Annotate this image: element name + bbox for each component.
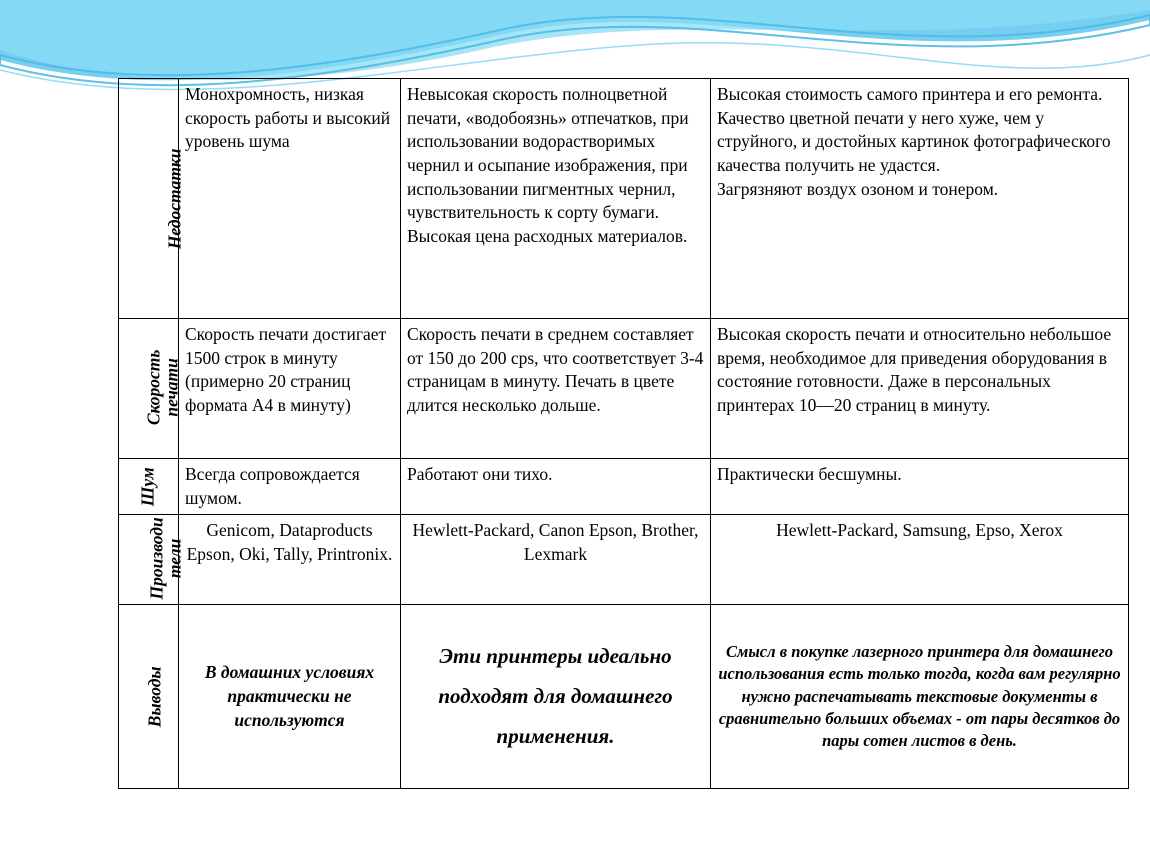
cell-makers-c1: Genicom, Dataproducts Epson, Oki, Tally,… [179,515,401,605]
cell-speed-c3: Высокая скорость печати и относительно н… [711,319,1129,459]
row-header-makers: Производители [119,515,179,605]
row-header-noise: Шум [119,459,179,515]
cell-noise-c2: Работают они тихо. [401,459,711,515]
cell-makers-c2: Hewlett-Packard, Canon Epson, Brother, L… [401,515,711,605]
row-header-label: Выводы [144,666,168,727]
table-row: Недостатки Монохромность, низкая скорост… [119,79,1129,319]
cell-speed-c1: Скорость печати достигает 1500 строк в м… [179,319,401,459]
comparison-table: Недостатки Монохромность, низкая скорост… [118,78,1129,789]
row-header-disadvantages: Недостатки [119,79,179,319]
cell-noise-c1: Всегда сопровождается шумом. [179,459,401,515]
row-header-conclusions: Выводы [119,605,179,789]
row-header-speed: Скоростьпечати [119,319,179,459]
cell-disadvantages-c3: Высокая стоимость самого принтера и его … [711,79,1129,319]
table-row: Скоростьпечати Скорость печати достигает… [119,319,1129,459]
cell-noise-c3: Практически бесшумны. [711,459,1129,515]
cell-conclusions-c3: Смысл в покупке лазерного принтера для д… [711,605,1129,789]
row-header-label: Скоростьпечати [144,349,181,425]
cell-conclusions-c2: Эти принтеры идеально подходят для домаш… [401,605,711,789]
cell-disadvantages-c2: Невысокая скорость полноцветной печати, … [401,79,711,319]
row-header-label: Производители [148,517,185,599]
cell-disadvantages-c1: Монохромность, низкая скорость работы и … [179,79,401,319]
cell-makers-c3: Hewlett-Packard, Samsung, Epso, Xerox [711,515,1129,605]
table-row: Шум Всегда сопровождается шумом. Работаю… [119,459,1129,515]
table-row: Производители Genicom, Dataproducts Epso… [119,515,1129,605]
table-container: Недостатки Монохромность, низкая скорост… [118,78,1128,789]
cell-conclusions-c1: В домашних условиях практически не испол… [179,605,401,789]
row-header-label: Шум [137,467,161,506]
slide: Недостатки Монохромность, низкая скорост… [0,0,1150,864]
row-header-label: Недостатки [164,148,188,249]
table-row: Выводы В домашних условиях практически н… [119,605,1129,789]
cell-speed-c2: Скорость печати в среднем составляет от … [401,319,711,459]
